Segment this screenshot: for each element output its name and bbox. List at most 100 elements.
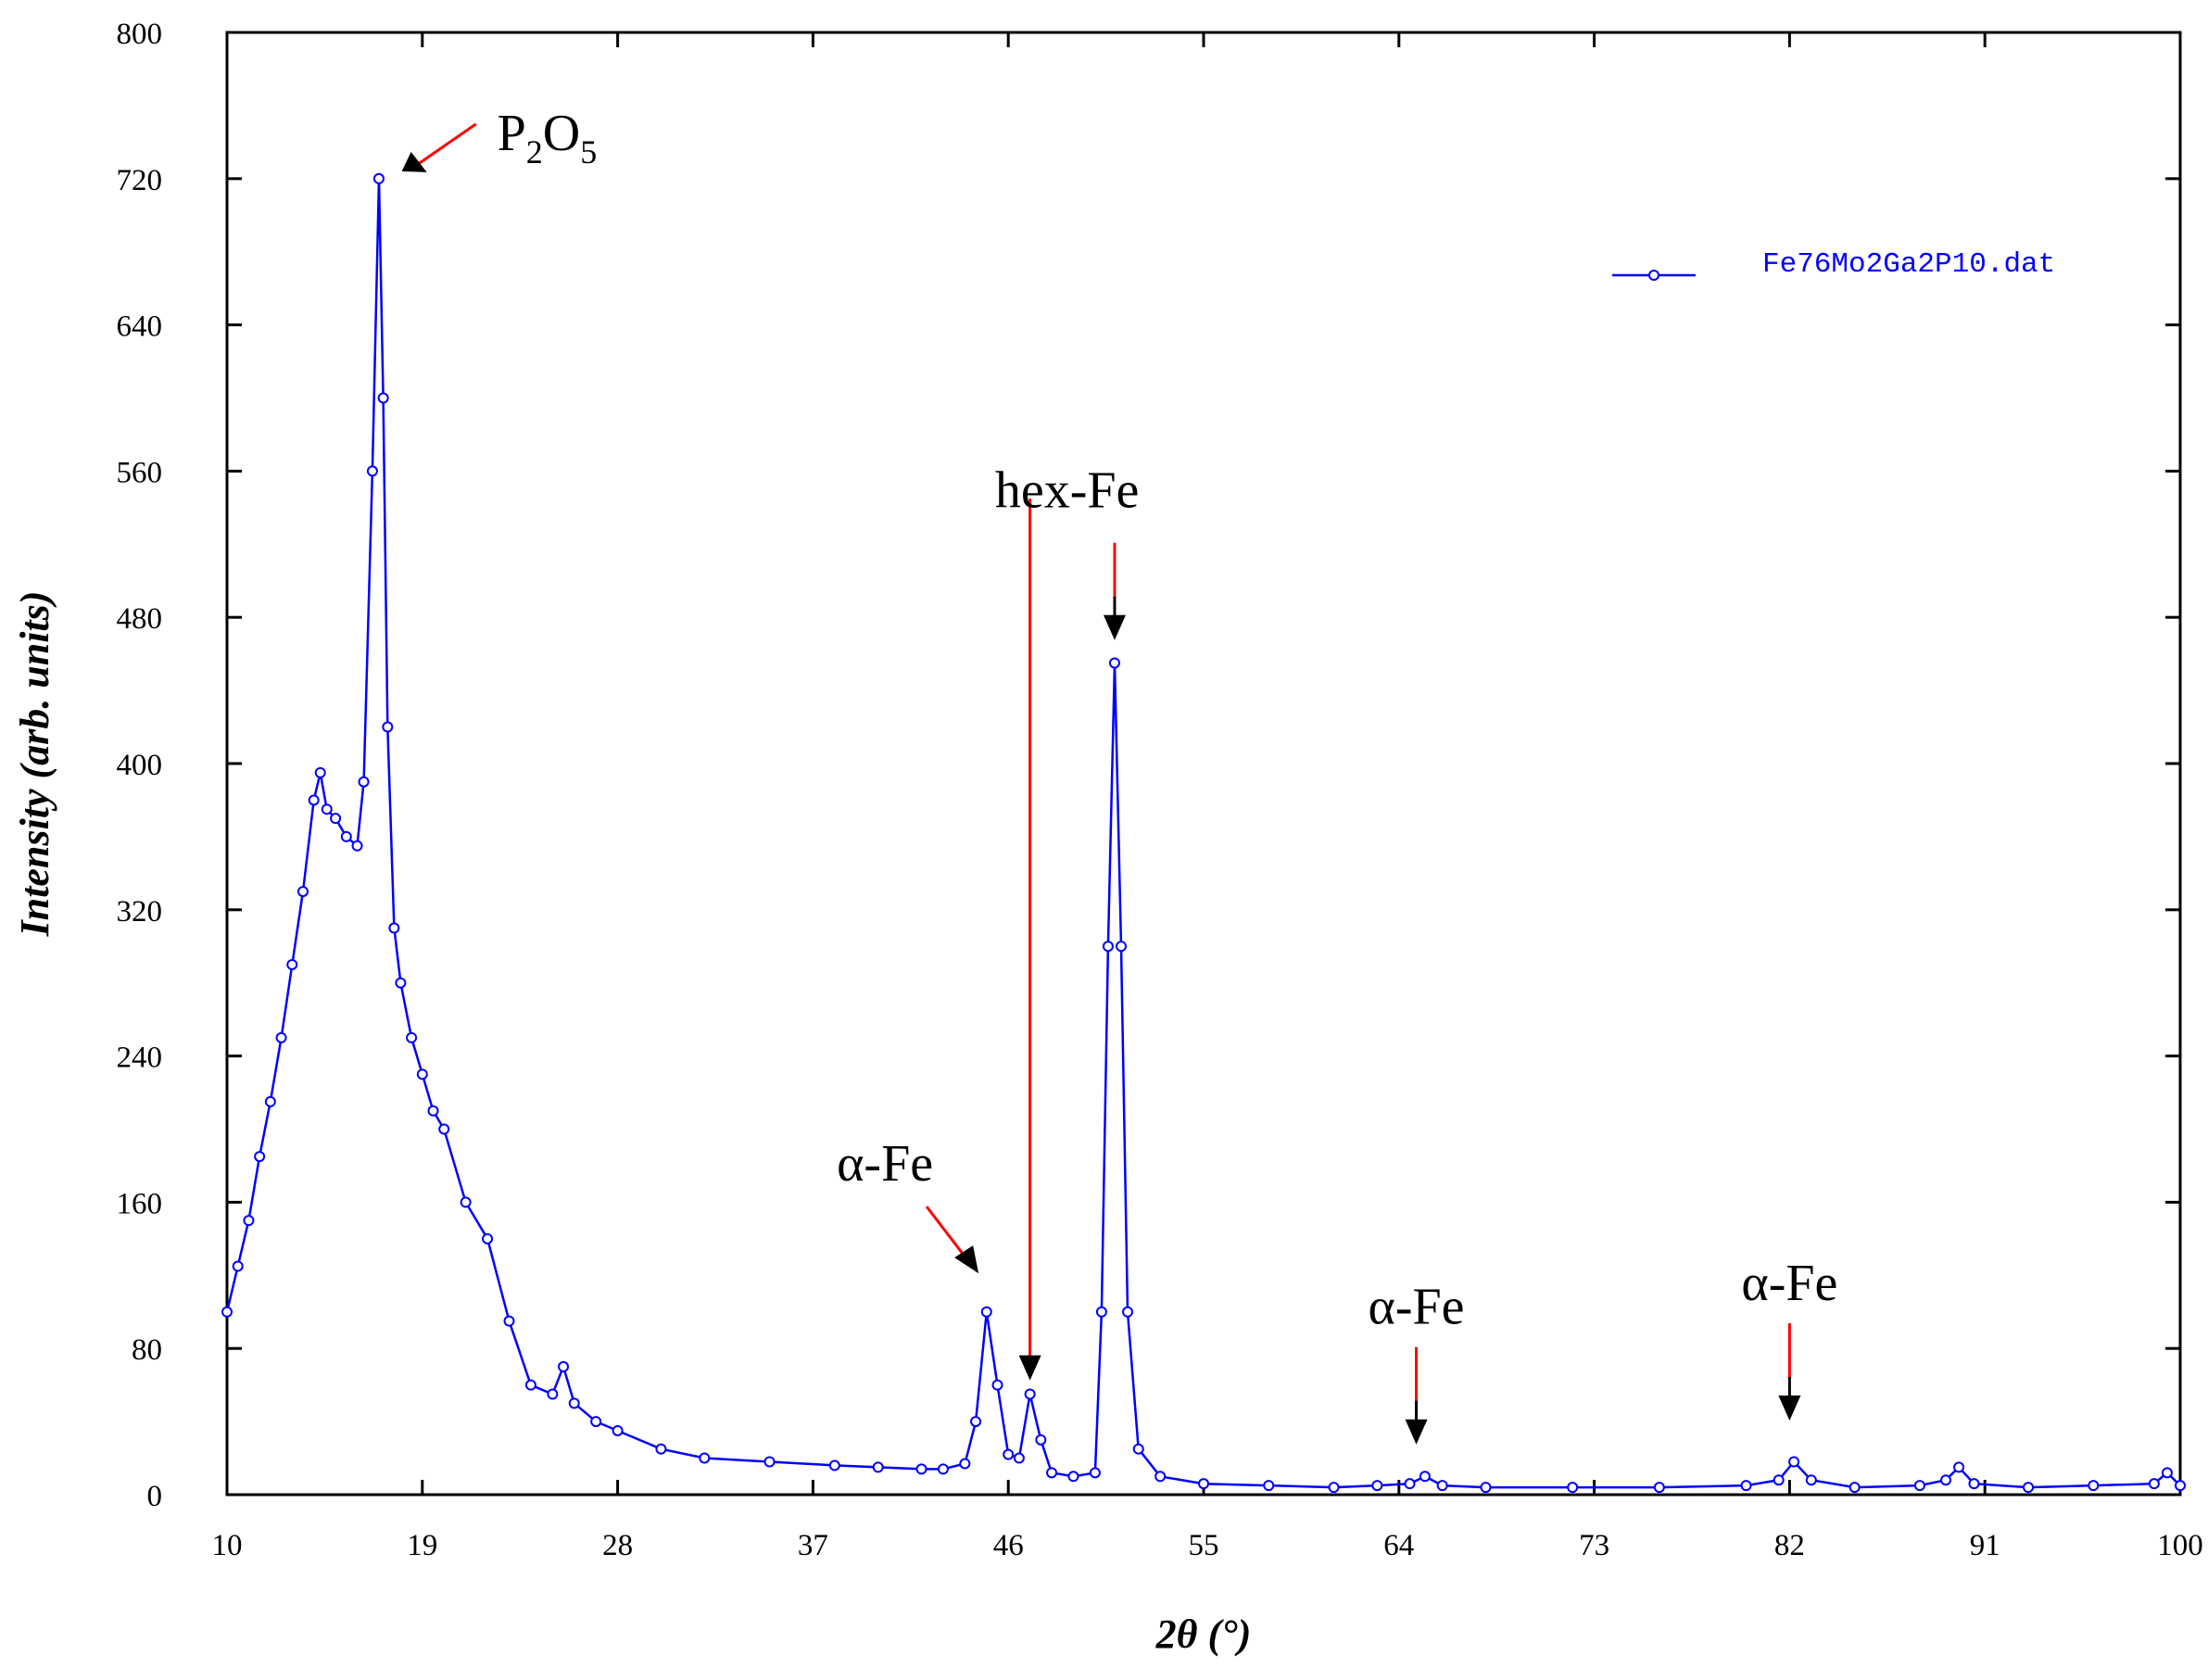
- data-point: [1263, 1480, 1275, 1492]
- data-point: [1480, 1482, 1492, 1494]
- y-axis-title: Intensity (arb. units): [12, 591, 57, 938]
- data-point: [321, 803, 333, 815]
- data-point: [1198, 1478, 1209, 1490]
- legend-marker: [1648, 270, 1659, 281]
- y-tick-label: 240: [117, 1042, 163, 1075]
- data-point: [1132, 1443, 1144, 1455]
- x-tick-label: 19: [407, 1529, 437, 1562]
- data-point: [2088, 1480, 2100, 1492]
- data-point: [1108, 657, 1120, 669]
- data-point: [1940, 1474, 1952, 1486]
- data-point: [275, 1031, 287, 1043]
- data-point: [416, 1068, 428, 1080]
- data-point: [980, 1306, 992, 1318]
- y-tick-label: 0: [147, 1480, 163, 1513]
- data-point: [377, 392, 389, 404]
- y-tick-label: 480: [117, 602, 163, 636]
- data-point: [1013, 1452, 1025, 1464]
- data-point: [308, 794, 320, 806]
- hex-fe-arrow-head: [1018, 1355, 1041, 1381]
- data-point: [1436, 1480, 1448, 1492]
- data-point: [264, 1095, 276, 1107]
- data-point: [524, 1379, 536, 1391]
- x-tick-label: 82: [1774, 1529, 1805, 1562]
- data-point: [372, 172, 385, 184]
- p2o5-arrow-shaft: [414, 122, 477, 168]
- x-tick-label: 64: [1383, 1529, 1414, 1562]
- alpha-fe-label: α-Fe: [837, 1135, 933, 1193]
- data-point: [482, 1232, 494, 1244]
- data-point: [1089, 1467, 1101, 1479]
- data-point: [1122, 1306, 1134, 1318]
- data-point: [1653, 1482, 1665, 1494]
- data-point: [1913, 1480, 1925, 1492]
- data-point: [2175, 1480, 2186, 1492]
- x-tick-label: 37: [798, 1529, 828, 1562]
- p2o5-label: P2O5: [498, 105, 598, 171]
- x-tick-label: 55: [1189, 1529, 1219, 1562]
- data-point: [406, 1031, 418, 1043]
- axis-tick-labels: 10 19 28 37 46 55 64 73 82 91 100 0 80 160 240 320 400 48…: [117, 18, 2203, 1562]
- data-point: [590, 1416, 602, 1428]
- data-point: [1046, 1467, 1058, 1479]
- data-point: [221, 1306, 233, 1318]
- alpha-fe-label: α-Fe: [1741, 1255, 1837, 1312]
- series-layer: [221, 172, 2186, 1494]
- legend-label: Fe76Mo2Ga2P10.dat: [1762, 248, 2055, 281]
- data-point: [1788, 1456, 1800, 1468]
- data-point: [1371, 1480, 1383, 1492]
- y-tick-label: 800: [117, 18, 163, 51]
- data-point: [314, 766, 326, 778]
- data-point: [503, 1315, 515, 1327]
- data-point: [547, 1388, 559, 1400]
- data-point: [2023, 1482, 2035, 1494]
- y-tick-label: 560: [117, 456, 163, 489]
- data-point: [959, 1458, 971, 1470]
- data-point: [286, 958, 298, 970]
- data-point: [655, 1443, 667, 1455]
- legend: Fe76Mo2Ga2P10.dat: [1612, 248, 2055, 281]
- hex-fe-peak-arrow-head: [1103, 614, 1126, 640]
- data-point: [763, 1456, 776, 1468]
- data-point: [872, 1461, 884, 1473]
- data-point: [612, 1424, 624, 1436]
- alpha-fe-label: α-Fe: [1369, 1279, 1465, 1336]
- data-point: [243, 1215, 255, 1227]
- y-tick-label: 80: [132, 1333, 162, 1367]
- data-point: [358, 776, 370, 788]
- y-tick-label: 400: [117, 749, 163, 782]
- data-point: [828, 1459, 840, 1472]
- data-point: [1102, 941, 1114, 953]
- data-point: [254, 1151, 266, 1163]
- data-point: [2148, 1478, 2160, 1490]
- data-point: [427, 1105, 439, 1117]
- x-tick-label: 91: [1970, 1529, 2000, 1562]
- data-point: [937, 1463, 949, 1475]
- data-point: [1115, 941, 1127, 953]
- data-point: [970, 1416, 982, 1428]
- data-point: [1805, 1474, 1817, 1486]
- data-point: [1067, 1471, 1079, 1483]
- data-point: [382, 721, 394, 733]
- x-tick-label: 28: [602, 1529, 633, 1562]
- data-point: [558, 1360, 570, 1372]
- data-point: [1740, 1480, 1752, 1492]
- data-point: [460, 1196, 472, 1208]
- x-tick-label: 73: [1579, 1529, 1609, 1562]
- data-point: [395, 977, 407, 989]
- p2o5-arrow-head: [401, 151, 427, 172]
- data-point: [991, 1379, 1003, 1391]
- data-point: [2161, 1467, 2173, 1479]
- data-point: [1095, 1306, 1107, 1318]
- data-point: [1968, 1478, 1980, 1490]
- data-point: [388, 922, 400, 934]
- x-tick-label: 100: [2157, 1529, 2203, 1562]
- y-tick-label: 160: [117, 1187, 163, 1220]
- alpha-fe-arrow-head: [954, 1245, 979, 1274]
- data-point: [568, 1397, 580, 1409]
- x-tick-label: 10: [212, 1529, 243, 1562]
- data-point: [1848, 1482, 1861, 1494]
- alpha-fe-arrow-head: [1778, 1396, 1801, 1421]
- data-point: [915, 1463, 927, 1475]
